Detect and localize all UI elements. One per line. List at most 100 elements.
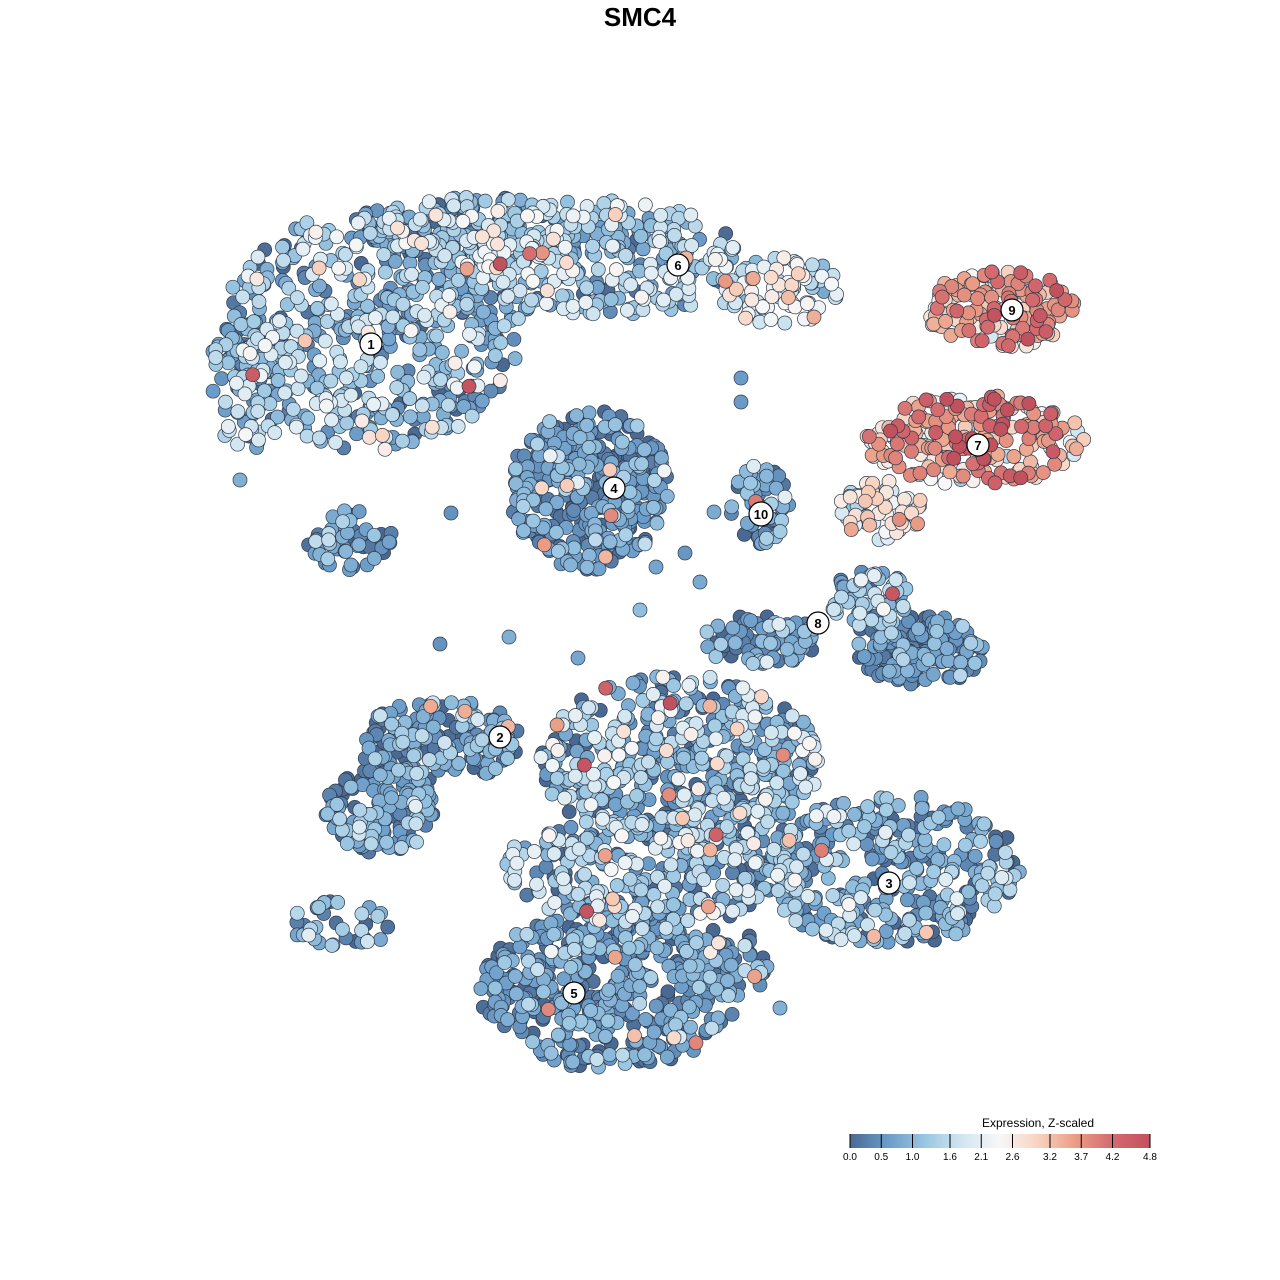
cell-point	[746, 836, 762, 851]
cell-point	[565, 298, 581, 314]
cell-point	[643, 970, 659, 985]
cell-point	[522, 246, 538, 261]
legend-title: Expression, Z-scaled	[982, 1116, 1094, 1130]
cell-point	[648, 559, 664, 575]
cell-point	[897, 491, 912, 507]
cell-point	[986, 307, 1002, 323]
cell-point	[577, 867, 592, 882]
cell-point	[938, 872, 954, 887]
cell-point	[550, 543, 566, 559]
cell-point	[725, 240, 741, 255]
cell-point	[646, 500, 661, 515]
cell-point	[251, 432, 266, 448]
cell-point	[323, 296, 339, 312]
cell-point	[902, 875, 917, 891]
cell-point	[367, 751, 383, 767]
cell-point	[974, 333, 990, 349]
legend-tick-label: 4.2	[1106, 1152, 1120, 1163]
cell-point	[434, 345, 450, 360]
cluster-label-text: 6	[674, 258, 681, 273]
cell-point	[603, 508, 619, 523]
cell-point	[629, 788, 645, 804]
cell-point	[250, 403, 266, 419]
cell-point	[702, 669, 718, 685]
cell-point	[775, 747, 791, 763]
cell-point	[901, 827, 916, 843]
cell-point	[657, 878, 673, 894]
cell-point	[857, 819, 872, 835]
cell-point	[360, 934, 375, 949]
cell-point	[338, 544, 354, 559]
cell-point	[330, 895, 346, 910]
cell-point	[728, 882, 744, 898]
cell-point	[667, 228, 682, 243]
cell-point	[561, 804, 577, 820]
cell-point	[781, 832, 797, 848]
cell-point	[976, 816, 992, 832]
cell-point	[1021, 396, 1037, 411]
cell-point	[609, 878, 625, 893]
cell-point	[348, 237, 364, 253]
cell-point	[649, 940, 665, 956]
cell-point	[826, 602, 842, 617]
cell-point	[389, 380, 405, 395]
cell-point	[760, 814, 776, 830]
cell-point	[970, 291, 985, 306]
cell-point	[450, 419, 466, 434]
cell-point	[632, 602, 648, 618]
cell-point	[373, 932, 388, 947]
cluster-label-8: 8	[806, 611, 830, 635]
cell-point	[955, 468, 971, 484]
cell-point	[343, 557, 359, 573]
cell-point	[620, 302, 635, 318]
cell-point	[616, 724, 632, 739]
cell-point	[927, 636, 942, 652]
cell-point	[487, 348, 503, 363]
cell-point	[702, 969, 718, 985]
cell-point	[980, 865, 996, 881]
cell-point	[546, 846, 562, 862]
cell-point	[622, 871, 638, 887]
cell-point	[687, 807, 703, 823]
cell-point	[578, 295, 594, 310]
cell-point	[559, 255, 574, 270]
cell-point	[653, 830, 669, 846]
cell-point	[661, 787, 677, 803]
cell-point	[607, 417, 623, 432]
cell-point	[324, 412, 339, 428]
cell-point	[987, 886, 1003, 902]
cell-point	[375, 428, 390, 443]
cell-point	[333, 354, 348, 370]
cluster-label-3: 3	[877, 871, 901, 895]
cell-point	[718, 273, 733, 289]
cell-point	[597, 748, 612, 764]
cell-point	[605, 891, 621, 907]
cell-point	[666, 1030, 682, 1046]
cell-point	[955, 618, 970, 634]
cell-point	[766, 842, 782, 857]
cell-point	[276, 252, 291, 268]
cell-point	[988, 834, 1004, 849]
cell-point	[814, 842, 829, 858]
cell-point	[581, 700, 596, 716]
cluster-label-text: 8	[814, 616, 821, 631]
cell-point	[563, 557, 578, 573]
cell-point	[772, 1000, 788, 1016]
cell-point	[1049, 283, 1064, 298]
cell-point	[529, 876, 544, 892]
cell-point	[520, 208, 535, 224]
cell-point	[713, 636, 729, 652]
cell-point	[381, 331, 397, 347]
cell-point	[509, 855, 525, 871]
cell-point	[800, 296, 815, 311]
cell-point	[974, 878, 990, 894]
legend-tick-label: 0.5	[874, 1152, 888, 1163]
cell-point	[676, 750, 692, 766]
cell-point	[370, 908, 386, 924]
cell-point	[834, 589, 849, 605]
cell-point	[617, 855, 633, 870]
cell-point	[637, 442, 652, 458]
cell-point	[331, 260, 347, 276]
cell-point	[536, 984, 551, 1000]
